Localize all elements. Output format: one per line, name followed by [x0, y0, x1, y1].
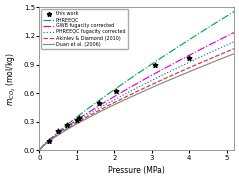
- PHREEQC fugacity corrected: [115, 98, 118, 100]
- PHREEQC: [115, 87, 118, 89]
- PHREEQC fugacity corrected: [38, 149, 41, 151]
- Akinlev & Diamond (2010): [115, 100, 118, 103]
- GWB fugacity corrected: [38, 149, 41, 151]
- Legend: this work, PHREEQC, GWB fugacity corrected, PHREEQC fugacity corrected, Akinlev : this work, PHREEQC, GWB fugacity correct…: [41, 9, 128, 49]
- Duan et al. (2006): [179, 75, 181, 77]
- Duan et al. (2006): [101, 109, 104, 111]
- GWB fugacity corrected: [101, 102, 104, 104]
- Akinlev & Diamond (2010): [179, 71, 181, 73]
- Akinlev & Diamond (2010): [38, 149, 41, 151]
- Line: PHREEQC fugacity corrected: PHREEQC fugacity corrected: [39, 42, 234, 150]
- Akinlev & Diamond (2010): [179, 70, 182, 72]
- GWB fugacity corrected: [179, 59, 181, 61]
- Duan et al. (2006): [233, 53, 236, 55]
- this work: [47, 140, 51, 142]
- Akinlev & Diamond (2010): [233, 48, 236, 50]
- Duan et al. (2006): [160, 82, 163, 84]
- PHREEQC: [160, 56, 163, 59]
- Y-axis label: $m_{CO_2}$ (mol/kg): $m_{CO_2}$ (mol/kg): [5, 52, 18, 106]
- Line: Duan et al. (2006): Duan et al. (2006): [39, 54, 234, 150]
- Akinlev & Diamond (2010): [101, 107, 104, 110]
- Duan et al. (2006): [179, 74, 182, 76]
- GWB fugacity corrected: [160, 69, 163, 71]
- PHREEQC fugacity corrected: [179, 65, 182, 67]
- PHREEQC: [233, 10, 236, 13]
- Akinlev & Diamond (2010): [160, 79, 163, 81]
- Line: PHREEQC: PHREEQC: [39, 12, 234, 150]
- this work: [75, 118, 79, 121]
- Duan et al. (2006): [38, 149, 41, 151]
- this work: [65, 123, 69, 126]
- this work: [98, 101, 101, 104]
- PHREEQC fugacity corrected: [101, 105, 104, 107]
- this work: [77, 117, 81, 120]
- PHREEQC: [101, 97, 104, 99]
- PHREEQC fugacity corrected: [160, 74, 163, 76]
- Duan et al. (2006): [115, 103, 118, 105]
- PHREEQC fugacity corrected: [61, 129, 64, 131]
- PHREEQC: [179, 44, 181, 47]
- Akinlev & Diamond (2010): [61, 130, 64, 132]
- PHREEQC: [179, 44, 182, 46]
- GWB fugacity corrected: [61, 129, 64, 131]
- this work: [114, 90, 118, 93]
- PHREEQC fugacity corrected: [233, 40, 236, 43]
- PHREEQC: [38, 149, 41, 151]
- Line: Akinlev & Diamond (2010): Akinlev & Diamond (2010): [39, 49, 234, 150]
- GWB fugacity corrected: [179, 58, 182, 61]
- this work: [154, 63, 158, 66]
- PHREEQC: [61, 127, 64, 129]
- Line: GWB fugacity corrected: GWB fugacity corrected: [39, 32, 234, 150]
- Duan et al. (2006): [61, 131, 64, 133]
- X-axis label: Pressure (MPa): Pressure (MPa): [108, 166, 165, 175]
- this work: [187, 57, 191, 59]
- PHREEQC fugacity corrected: [179, 66, 181, 68]
- GWB fugacity corrected: [115, 94, 118, 96]
- this work: [56, 130, 60, 133]
- GWB fugacity corrected: [233, 31, 236, 33]
